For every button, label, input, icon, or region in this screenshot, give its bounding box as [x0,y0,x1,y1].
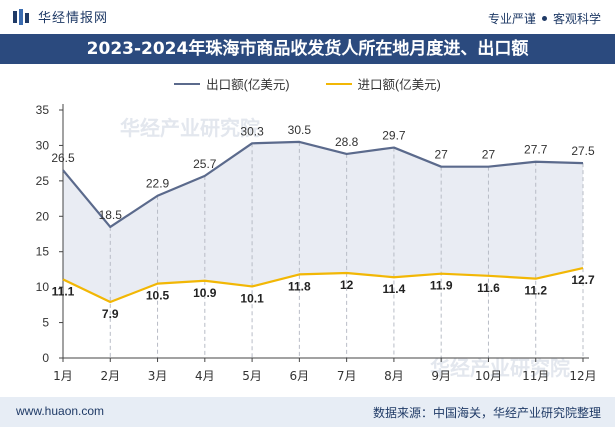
legend: 出口额(亿美元) 进口额(亿美元) [0,74,615,93]
export-data-label: 28.8 [335,135,359,149]
import-data-label: 11.4 [383,282,406,296]
import-data-label: 11.8 [288,279,311,293]
legend-label-import: 进口额(亿美元) [357,78,441,92]
import-data-label: 11.1 [52,284,75,298]
import-data-label: 10.1 [240,291,264,305]
x-tick-label: 5月 [242,369,262,383]
export-data-label: 27.7 [524,143,548,157]
brand: 华经情报网 [12,7,108,26]
slogan: 专业严谨 客观科学 [488,10,601,27]
y-tick-label: 10 [36,280,50,294]
footer: www.huaon.com 数据来源：中国海关，华经产业研究院整理 [0,397,615,427]
chart-title: 2023-2024年珠海市商品收发货人所在地月度进、出口额 [0,34,615,64]
export-data-label: 30.3 [240,124,264,138]
brand-name: 华经情报网 [38,10,109,25]
export-data-label: 30.5 [288,123,312,137]
legend-item-export: 出口额(亿美元) [174,74,290,93]
import-data-label: 10.5 [146,289,170,303]
import-data-label: 12 [340,278,354,292]
export-data-label: 25.7 [193,157,217,171]
footer-url: www.huaon.com [16,404,105,418]
legend-swatch-export [174,82,201,85]
x-tick-label: 4月 [195,369,215,383]
legend-item-import: 进口额(亿美元) [325,74,441,93]
brand-logo-icon [13,8,29,25]
y-tick-label: 30 [36,138,50,152]
y-tick-label: 35 [36,103,50,117]
legend-label-export: 出口额(亿美元) [206,78,290,92]
import-data-label: 11.9 [430,279,453,293]
import-data-label: 11.2 [524,284,547,298]
x-tick-label: 1月 [53,369,73,383]
export-data-label: 27 [435,148,449,162]
slogan-right: 客观科学 [552,12,601,26]
export-data-label: 18.5 [99,208,123,222]
import-series-line [62,266,584,304]
y-tick-label: 25 [36,174,50,188]
x-tick-label: 8月 [384,369,404,383]
x-tick-label: 6月 [290,369,310,383]
x-tick-label: 11月 [522,369,549,383]
export-data-label: 27.5 [571,144,595,158]
legend-swatch-import [325,82,352,85]
export-series-line [62,140,584,229]
watermark-text: 华经产业研究院 [430,356,570,380]
y-tick-label: 0 [42,351,49,365]
import-data-label: 10.9 [193,286,217,300]
export-data-label: 29.7 [382,129,406,143]
x-tick-label: 12月 [569,369,596,383]
export-data-label: 26.5 [51,151,75,165]
x-tick-label: 10月 [475,369,502,383]
watermark-text: 华经产业研究院 [120,116,260,140]
x-tick-label: 9月 [431,369,451,383]
x-tick-label: 2月 [100,369,120,383]
export-data-label: 22.9 [146,177,170,191]
import-data-label: 12.7 [571,273,595,287]
slogan-separator-icon [541,16,547,22]
import-data-label: 7.9 [102,307,119,321]
y-tick-label: 20 [36,209,50,223]
y-tick-label: 5 [42,316,49,330]
import-data-label: 11.6 [477,281,500,295]
y-tick-label: 15 [36,245,50,259]
x-tick-label: 3月 [148,369,168,383]
footer-source: 数据来源：中国海关，华经产业研究院整理 [372,406,601,420]
top-bar: 华经情报网 专业严谨 客观科学 [0,0,615,34]
x-tick-label: 7月 [337,369,357,383]
slogan-left: 专业严谨 [487,12,536,26]
export-data-label: 27 [482,148,496,162]
